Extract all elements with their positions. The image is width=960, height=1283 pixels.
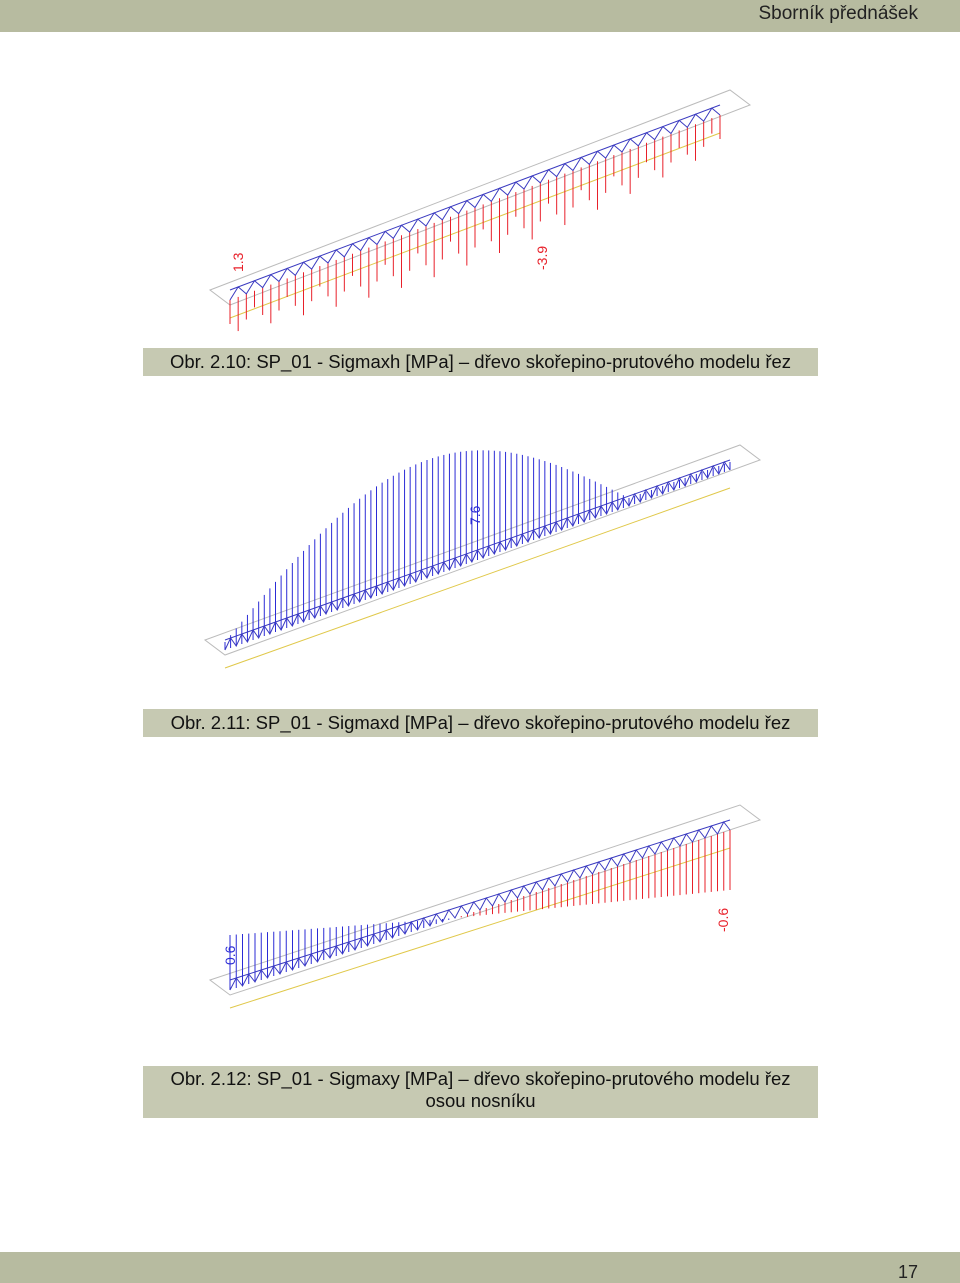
- footer-bar: 17: [0, 1252, 960, 1283]
- label-value-minus-0-6: -0.6: [715, 908, 731, 932]
- caption-figure-2-12: Obr. 2.12: SP_01 - Sigmaxy [MPa] – dřevo…: [143, 1066, 818, 1118]
- fig3-axis: [229, 847, 731, 1009]
- figure-sigmaxd: 7.6: [175, 430, 785, 705]
- fig1-top-chord: [229, 104, 721, 291]
- fig1-ordinates: [229, 115, 721, 332]
- fig2-axis: [224, 487, 731, 669]
- figure-sigmaxy: 0.6 -0.6: [175, 790, 785, 1060]
- fig3-truss: [229, 821, 731, 991]
- fig1-frame: [208, 89, 752, 306]
- header-bar: Sborník přednášek: [0, 0, 960, 32]
- fig2-frame: [203, 444, 762, 656]
- sigmaxy-diagram: 0.6 -0.6: [208, 804, 762, 1009]
- fig3-top-chord: [229, 819, 731, 981]
- header-title: Sborník přednášek: [758, 3, 919, 24]
- fig1-truss: [229, 107, 721, 301]
- sigmaxh-diagram: 1.3 -3.9: [208, 89, 752, 332]
- fig3-frame: [208, 804, 762, 996]
- label-value-1-3: 1.3: [230, 252, 246, 272]
- caption-line-1: Obr. 2.12: SP_01 - Sigmaxy [MPa] – dřevo…: [170, 1068, 791, 1089]
- label-value-minus-3-9: -3.9: [534, 246, 550, 270]
- caption-line-2: osou nosníku: [425, 1090, 536, 1111]
- fig2-top-chord: [224, 459, 731, 641]
- figure-sigmaxh: 1.3 -3.9: [175, 60, 785, 345]
- fig3-ordinates: [229, 830, 731, 990]
- page-number: 17: [897, 1262, 918, 1282]
- label-value-7-6: 7.6: [467, 505, 483, 525]
- caption-figure-2-11: Obr. 2.11: SP_01 - Sigmaxd [MPa] – dřevo…: [143, 709, 818, 737]
- sigmaxd-diagram: 7.6: [203, 444, 762, 669]
- caption-figure-2-10: Obr. 2.10: SP_01 - Sigmaxh [MPa] – dřevo…: [143, 348, 818, 376]
